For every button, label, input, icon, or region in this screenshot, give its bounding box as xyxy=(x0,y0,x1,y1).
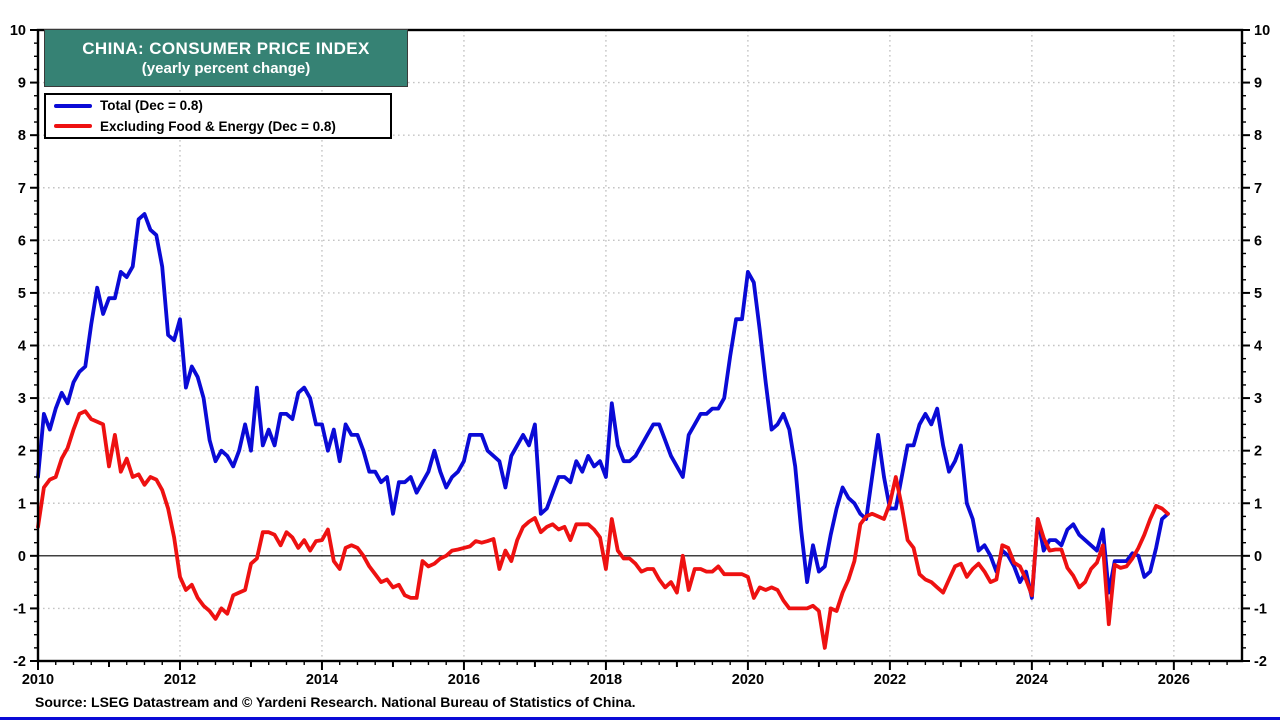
svg-text:-1: -1 xyxy=(1254,601,1267,617)
svg-text:2016: 2016 xyxy=(448,672,480,688)
total-line-swatch xyxy=(54,103,92,108)
svg-text:2018: 2018 xyxy=(590,672,622,688)
svg-text:3: 3 xyxy=(18,391,26,407)
svg-text:6: 6 xyxy=(18,233,26,249)
svg-text:0: 0 xyxy=(18,549,26,565)
svg-text:1: 1 xyxy=(1254,496,1262,512)
chart-title: CHINA: CONSUMER PRICE INDEX xyxy=(82,38,370,58)
svg-text:4: 4 xyxy=(1254,339,1262,355)
legend-label-core: Excluding Food & Energy (Dec = 0.8) xyxy=(100,118,336,134)
svg-text:1: 1 xyxy=(18,496,26,512)
svg-text:2010: 2010 xyxy=(22,672,54,688)
svg-text:5: 5 xyxy=(1254,286,1262,302)
svg-text:2: 2 xyxy=(18,444,26,460)
svg-text:3: 3 xyxy=(1254,391,1262,407)
bottom-accent-rule xyxy=(0,717,1280,720)
svg-text:2014: 2014 xyxy=(306,672,338,688)
legend-label-total: Total (Dec = 0.8) xyxy=(100,98,203,114)
svg-text:10: 10 xyxy=(1254,23,1270,39)
svg-text:0: 0 xyxy=(1254,549,1262,565)
svg-text:-2: -2 xyxy=(13,654,26,670)
core-line-swatch xyxy=(54,124,92,129)
legend: Total (Dec = 0.8) Excluding Food & Energ… xyxy=(44,93,392,139)
svg-text:4: 4 xyxy=(18,339,26,355)
svg-text:10: 10 xyxy=(10,23,26,39)
svg-text:2012: 2012 xyxy=(164,672,196,688)
svg-text:8: 8 xyxy=(18,128,26,144)
source-note: Source: LSEG Datastream and © Yardeni Re… xyxy=(35,694,636,710)
svg-text:2: 2 xyxy=(1254,444,1262,460)
svg-text:2020: 2020 xyxy=(732,672,764,688)
svg-text:7: 7 xyxy=(18,181,26,197)
svg-text:2024: 2024 xyxy=(1016,672,1048,688)
svg-text:9: 9 xyxy=(1254,76,1262,92)
svg-text:-2: -2 xyxy=(1254,654,1267,670)
svg-text:9: 9 xyxy=(18,76,26,92)
svg-text:6: 6 xyxy=(1254,233,1262,249)
legend-item-total: Total (Dec = 0.8) xyxy=(46,97,390,115)
svg-text:5: 5 xyxy=(18,286,26,302)
svg-text:8: 8 xyxy=(1254,128,1262,144)
svg-text:-1: -1 xyxy=(13,601,26,617)
legend-item-core: Excluding Food & Energy (Dec = 0.8) xyxy=(46,118,390,136)
chart-title-box: CHINA: CONSUMER PRICE INDEX (yearly perc… xyxy=(44,29,408,87)
svg-text:2026: 2026 xyxy=(1158,672,1190,688)
svg-text:2022: 2022 xyxy=(874,672,906,688)
chart-subtitle: (yearly percent change) xyxy=(141,60,311,78)
svg-text:7: 7 xyxy=(1254,181,1262,197)
